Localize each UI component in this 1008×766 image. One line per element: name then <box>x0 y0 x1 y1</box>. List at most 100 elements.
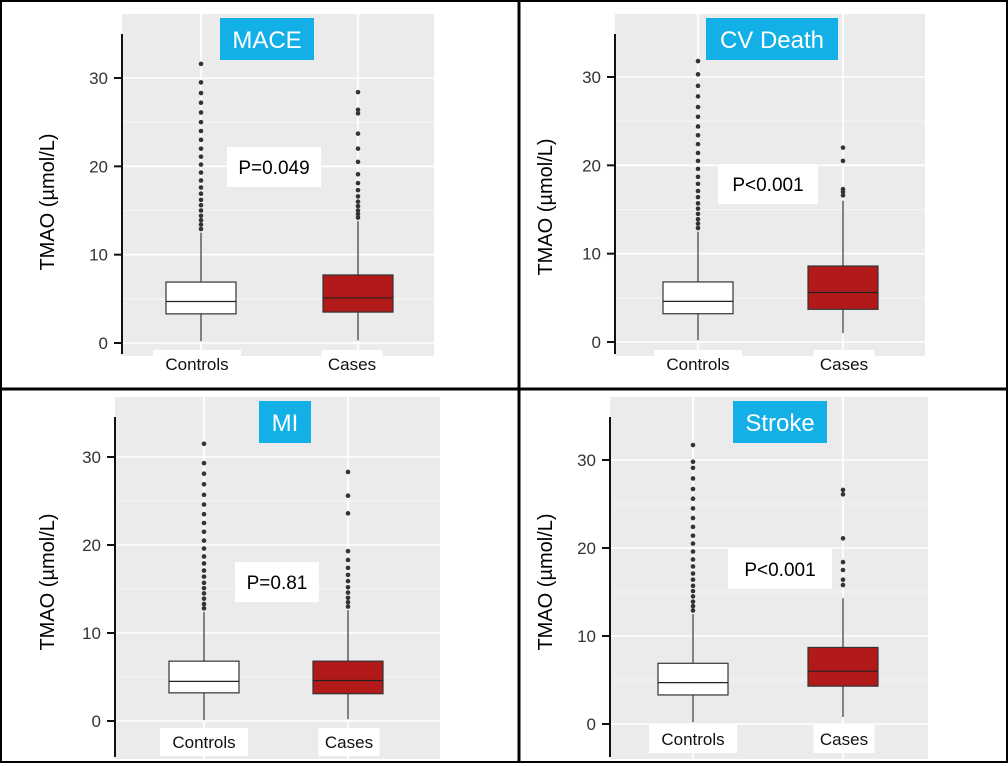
outlier-point <box>840 577 846 582</box>
outlier-point <box>690 524 696 530</box>
outlier-point <box>198 202 204 208</box>
box-controls <box>168 660 240 694</box>
outlier-point <box>345 578 351 584</box>
y-tick-label: 30 <box>577 451 596 470</box>
outlier-point <box>201 529 207 535</box>
outlier-point <box>355 208 361 213</box>
p-value-box <box>728 549 832 589</box>
outlier-point <box>840 193 846 198</box>
outlier-point <box>198 128 204 134</box>
box-cases <box>322 274 394 313</box>
outlier-point <box>198 217 204 223</box>
p-value-box <box>235 562 319 602</box>
outlier-point <box>840 536 846 541</box>
outlier-point <box>198 162 204 167</box>
outlier-point <box>201 580 207 586</box>
y-tick-label: 20 <box>577 539 596 558</box>
outlier-point <box>345 572 351 578</box>
x-tick-label: Controls <box>661 730 724 749</box>
title-badge <box>733 401 827 443</box>
outlier-point <box>690 442 696 448</box>
outlier-point <box>695 188 701 194</box>
outlier-point <box>201 460 207 466</box>
outlier-point <box>355 211 361 217</box>
outlier-point <box>355 215 361 220</box>
p-value-text: P<0.001 <box>732 175 803 196</box>
outlier-point <box>198 222 204 227</box>
outlier-point <box>345 548 351 554</box>
outlier-point <box>345 469 351 475</box>
outlier-point <box>198 100 204 106</box>
outlier-point <box>345 590 351 595</box>
outlier-point <box>198 178 204 183</box>
outlier-point <box>695 58 701 64</box>
outlier-point <box>695 133 701 138</box>
outlier-point <box>198 137 204 143</box>
y-axis-label: TMAO (µmol/L) <box>37 133 59 270</box>
outlier-point <box>690 588 696 594</box>
outlier-point <box>695 225 701 231</box>
outlier-point <box>345 493 351 499</box>
outlier-point <box>355 131 361 136</box>
x-tick-label: Cases <box>328 355 376 374</box>
x-tick-label-backdrop <box>654 350 742 378</box>
title-badge <box>220 18 314 60</box>
x-tick-label: Cases <box>820 730 868 749</box>
outlier-point <box>695 201 701 206</box>
chart-panel-3: 0 10 20 30 TMAO (µmol/L) Controls Cases P=0.81 M… <box>37 397 440 759</box>
chart-title: CV Death <box>720 27 824 54</box>
y-axis-label: TMAO (µmol/L) <box>535 138 557 275</box>
outlier-point <box>198 110 204 115</box>
x-tick-label: Cases <box>820 355 868 374</box>
y-tick-label: 20 <box>89 157 108 176</box>
outlier-point <box>690 541 696 546</box>
outlier-point <box>355 159 361 165</box>
outlier-point <box>201 601 207 607</box>
outlier-point <box>690 599 696 604</box>
outlier-point <box>345 565 351 571</box>
outlier-point <box>695 216 701 222</box>
outlier-point <box>201 502 207 507</box>
outlier-point <box>690 577 696 582</box>
outlier-point <box>201 606 207 611</box>
x-tick-label-backdrop <box>321 350 383 378</box>
y-axis-label: TMAO (µmol/L) <box>535 513 557 650</box>
y-tick-label: 0 <box>99 334 108 353</box>
outlier-point <box>345 604 351 609</box>
outlier-point <box>355 180 361 186</box>
outlier-point <box>345 599 351 605</box>
y-tick-label: 0 <box>587 715 596 734</box>
y-tick-label: 10 <box>582 245 601 264</box>
y-tick-label: 20 <box>582 156 601 175</box>
outlier-point <box>840 582 846 588</box>
x-tick-label-backdrop <box>813 350 875 378</box>
outlier-point <box>201 554 207 559</box>
outlier-point <box>201 511 207 517</box>
outlier-point <box>345 511 351 516</box>
outlier-point <box>840 186 846 192</box>
outlier-point <box>695 72 701 77</box>
outlier-point <box>695 158 701 164</box>
x-tick-label-backdrop <box>160 728 248 756</box>
x-tick-label-backdrop <box>318 728 380 756</box>
outlier-point <box>840 487 846 493</box>
chart-panel-1: 0 10 20 30 TMAO (µmol/L) Controls Cases P=0.049… <box>37 14 434 378</box>
x-tick-label: Controls <box>666 355 729 374</box>
x-tick-label-backdrop <box>649 725 737 753</box>
y-tick-label: 10 <box>82 624 101 643</box>
outlier-point <box>355 111 361 116</box>
x-tick-label-backdrop <box>153 350 241 378</box>
outlier-point <box>201 471 207 477</box>
outlier-point <box>695 83 701 89</box>
outlier-point <box>690 486 696 492</box>
outlier-point <box>201 481 207 487</box>
outlier-point <box>695 104 701 110</box>
outlier-point <box>355 146 361 151</box>
y-tick-label: 30 <box>89 69 108 88</box>
outlier-point <box>355 107 361 113</box>
chart-title: MACE <box>232 27 301 54</box>
outlier-point <box>840 492 846 497</box>
outlier-point <box>201 585 207 591</box>
outlier-point <box>201 492 207 498</box>
box-controls <box>657 662 729 696</box>
